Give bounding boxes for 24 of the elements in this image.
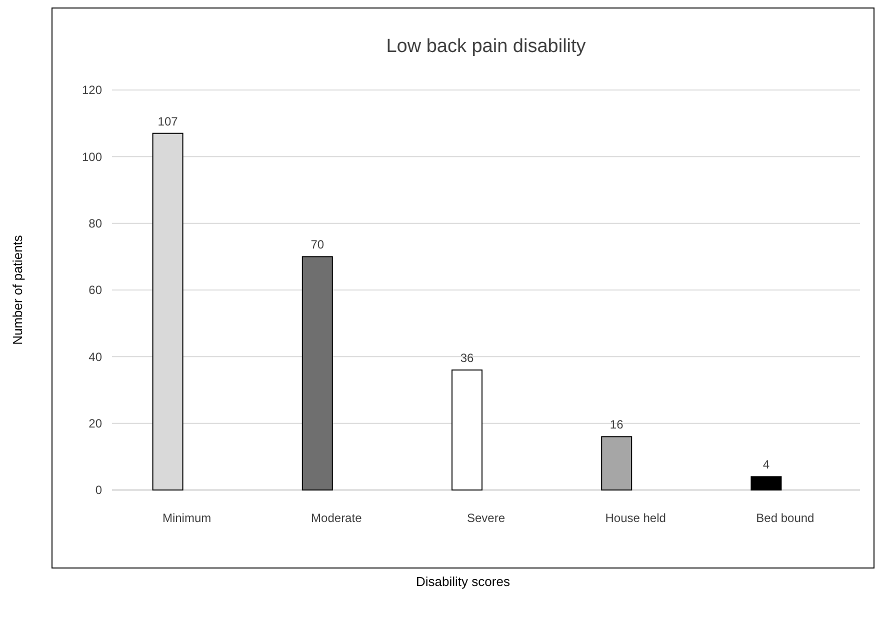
x-tick-label: House held [605, 511, 666, 525]
bar [302, 256, 333, 490]
x-axis-title: Disability scores [416, 574, 510, 589]
data-label: 4 [762, 458, 770, 472]
data-label: 16 [610, 418, 624, 432]
x-tick-label: Bed bound [756, 511, 814, 525]
data-label: 107 [158, 114, 178, 128]
bar [601, 436, 632, 490]
data-label: 36 [460, 351, 474, 365]
x-tick-label: Minimum [162, 511, 212, 525]
y-tick-label: 100 [82, 150, 102, 164]
x-tick-label: Severe [466, 511, 506, 525]
x-tick-label: Moderate [311, 511, 362, 525]
data-label: 70 [310, 238, 324, 252]
y-tick-label: 40 [88, 350, 102, 364]
y-tick-label: 60 [88, 283, 102, 298]
bar [452, 370, 482, 490]
chart-title: Low back pain disability [386, 36, 586, 57]
y-tick-label: 80 [88, 216, 102, 231]
y-tick-label: 20 [88, 416, 102, 431]
y-axis-title: Number of patients [10, 234, 25, 345]
y-tick-label: 0 [95, 483, 102, 498]
y-tick-label: 120 [82, 83, 102, 98]
bar [750, 476, 782, 490]
